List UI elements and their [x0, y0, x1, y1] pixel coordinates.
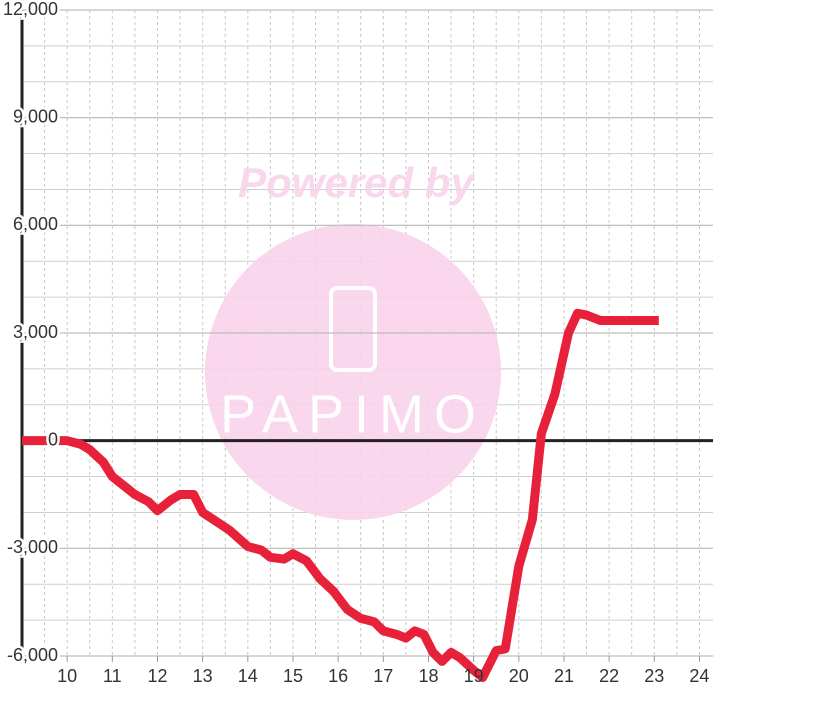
watermark-icon [329, 286, 377, 372]
x-tick-label: 17 [373, 666, 393, 686]
x-tick-label: 18 [418, 666, 438, 686]
x-tick-label: 19 [464, 666, 484, 686]
x-tick-label: 11 [103, 666, 122, 686]
x-tick-label: 14 [238, 666, 258, 686]
watermark-brand: PAPIMO [220, 384, 486, 444]
x-tick-label: 23 [644, 666, 664, 686]
x-tick-label: 24 [689, 666, 709, 686]
x-tick-label: 16 [328, 666, 348, 686]
x-tick-label: 12 [147, 666, 167, 686]
watermark-title: Powered by [238, 159, 476, 206]
x-tick-label: 22 [599, 666, 619, 686]
axes [20, 9, 713, 662]
x-tick-label: 20 [509, 666, 529, 686]
y-tick-label: 0 [48, 429, 58, 449]
line-series [22, 308, 659, 683]
y-tick-label: -3,000 [7, 537, 58, 557]
watermark: Powered by PAPIMO [205, 159, 501, 520]
y-tick-label: 12,000 [3, 0, 58, 19]
x-tick-label: 13 [193, 666, 213, 686]
x-tick-label: 10 [57, 666, 77, 686]
x-tick-label: 15 [283, 666, 303, 686]
y-tick-label: 6,000 [13, 214, 58, 234]
plot [22, 308, 659, 683]
y-tick-label: 3,000 [13, 322, 58, 342]
y-tick-label: -6,000 [7, 645, 58, 665]
labels: -6,000 -3,000 0 3,000 6,000 9,000 12,000 10 11 12… [0, 0, 709, 686]
x-tick-label: 21 [554, 666, 574, 686]
y-tick-label: 9,000 [13, 106, 58, 126]
